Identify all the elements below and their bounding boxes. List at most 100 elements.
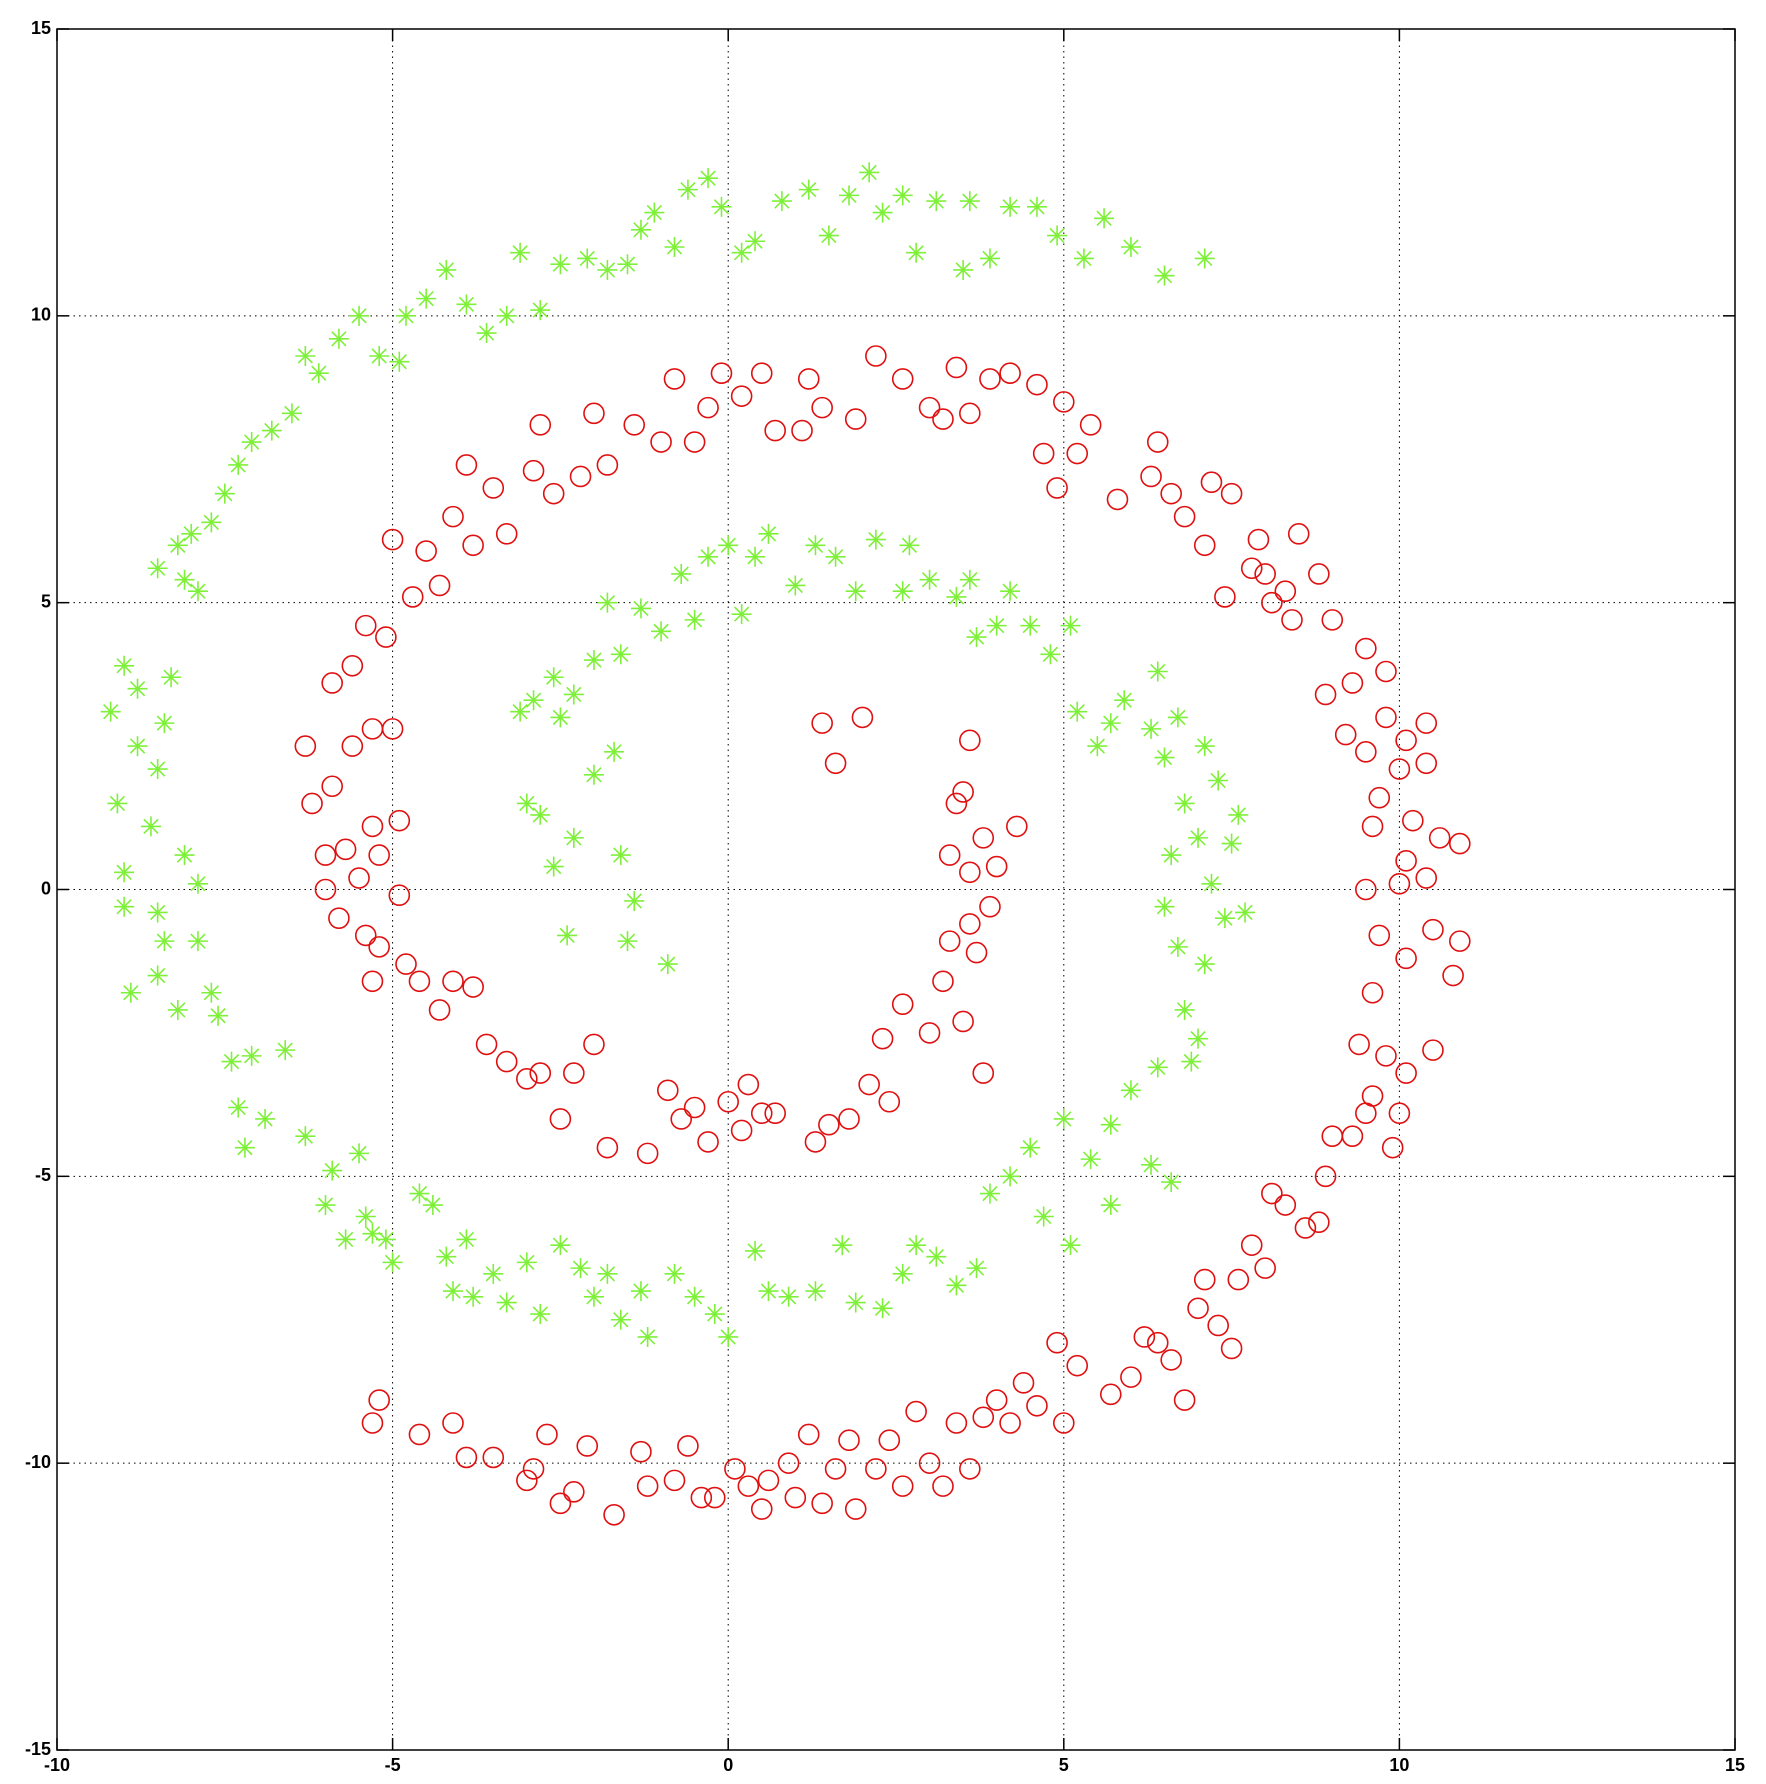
asterisk-point — [926, 1246, 947, 1267]
circle-point — [1193, 1268, 1216, 1291]
circle-point — [1449, 832, 1471, 855]
asterisk-point — [174, 845, 195, 866]
circle-point — [865, 345, 887, 367]
circle-point — [1012, 1372, 1035, 1394]
asterisk-point — [154, 931, 175, 952]
circle-point — [1415, 867, 1438, 889]
circle-point — [791, 419, 813, 442]
asterisk-point — [530, 804, 551, 825]
asterisk-point — [1235, 902, 1256, 923]
asterisk-point — [1040, 644, 1061, 665]
asterisk-point — [798, 179, 819, 200]
circle-point — [1274, 580, 1297, 602]
circle-point — [522, 459, 545, 482]
circle-point — [1415, 752, 1438, 775]
asterisk-point — [147, 965, 168, 986]
asterisk-point — [1033, 1206, 1054, 1227]
asterisk-point — [758, 523, 779, 544]
circle-point — [999, 1412, 1021, 1434]
circle-point — [959, 1458, 981, 1480]
y-tick-label: 5 — [41, 591, 51, 611]
circle-point — [1220, 482, 1243, 505]
asterisk-point — [456, 1229, 477, 1250]
circle-point — [442, 1412, 464, 1434]
circle-point — [428, 574, 451, 597]
circle-point — [972, 1406, 995, 1429]
asterisk-point — [1047, 225, 1068, 246]
circle-point — [764, 1102, 786, 1125]
asterisk-point — [349, 1143, 370, 1164]
circle-point — [905, 1400, 927, 1423]
asterisk-point — [946, 1275, 967, 1296]
circle-point — [865, 1458, 887, 1480]
circle-point — [301, 792, 323, 815]
circle-point — [368, 844, 390, 866]
asterisk-point — [114, 896, 135, 917]
circle-point — [1355, 637, 1377, 660]
asterisk-point — [1161, 1172, 1182, 1193]
asterisk-point — [926, 191, 947, 212]
circle-point — [730, 385, 753, 407]
circle-point — [1375, 660, 1397, 683]
circle-point — [1133, 1326, 1156, 1348]
asterisk-point — [899, 535, 920, 556]
asterisk-point — [637, 1326, 658, 1347]
circle-point — [495, 1050, 518, 1073]
circle-point — [1388, 1102, 1411, 1125]
asterisk-point — [1060, 615, 1081, 636]
asterisk-point — [1214, 908, 1235, 929]
asterisk-point — [583, 764, 604, 785]
asterisk-point — [369, 345, 390, 366]
asterisk-point — [745, 546, 766, 567]
asterisk-point — [745, 231, 766, 252]
asterisk-point — [1188, 1028, 1209, 1049]
asterisk-point — [140, 816, 161, 837]
circle-point — [784, 1486, 807, 1509]
asterisk-point — [1020, 1137, 1041, 1158]
circle-point — [952, 781, 974, 803]
y-tick-label: 0 — [41, 878, 51, 898]
asterisk-point — [349, 305, 370, 326]
asterisk-point — [1067, 701, 1088, 722]
asterisk-point — [463, 1286, 484, 1307]
asterisk-point — [114, 655, 135, 676]
circle-point — [361, 970, 384, 993]
marks — [100, 162, 1471, 1526]
circle-point — [516, 1469, 538, 1492]
asterisk-point — [872, 202, 893, 223]
asterisk-point — [671, 563, 692, 584]
circle-point — [462, 976, 484, 998]
circle-point — [1146, 1331, 1169, 1354]
circle-point — [750, 1102, 773, 1125]
asterisk-point — [234, 1137, 255, 1158]
circle-point — [415, 540, 437, 562]
asterisk-point — [684, 1286, 705, 1307]
asterisk-point — [617, 931, 638, 952]
circle-point — [408, 970, 431, 993]
asterisk-point — [1181, 1051, 1202, 1072]
circle-point — [328, 907, 350, 929]
asterisk-point — [322, 1160, 343, 1181]
asterisk-point — [711, 196, 732, 217]
asterisk-point — [422, 1195, 443, 1216]
circle-point — [1442, 964, 1464, 987]
asterisk-point — [597, 259, 618, 280]
circle-point — [797, 1423, 820, 1446]
circle-point — [838, 1108, 860, 1130]
asterisk-point — [295, 1126, 316, 1147]
circle-point — [663, 1469, 686, 1492]
asterisk-point — [221, 1051, 242, 1072]
asterisk-point — [1154, 896, 1175, 917]
asterisk-point — [825, 546, 846, 567]
axes-box — [56, 28, 1736, 1751]
asterisk-point — [1208, 770, 1229, 791]
asterisk-point — [1020, 615, 1041, 636]
asterisk-point — [1073, 248, 1094, 269]
circle-point — [1187, 1297, 1209, 1320]
circle-point — [462, 534, 484, 557]
circle-point — [1240, 557, 1263, 580]
asterisk-point — [892, 1263, 913, 1284]
circle-point — [945, 1412, 968, 1434]
asterisk-point — [771, 191, 792, 212]
asterisk-point — [1120, 1080, 1141, 1101]
